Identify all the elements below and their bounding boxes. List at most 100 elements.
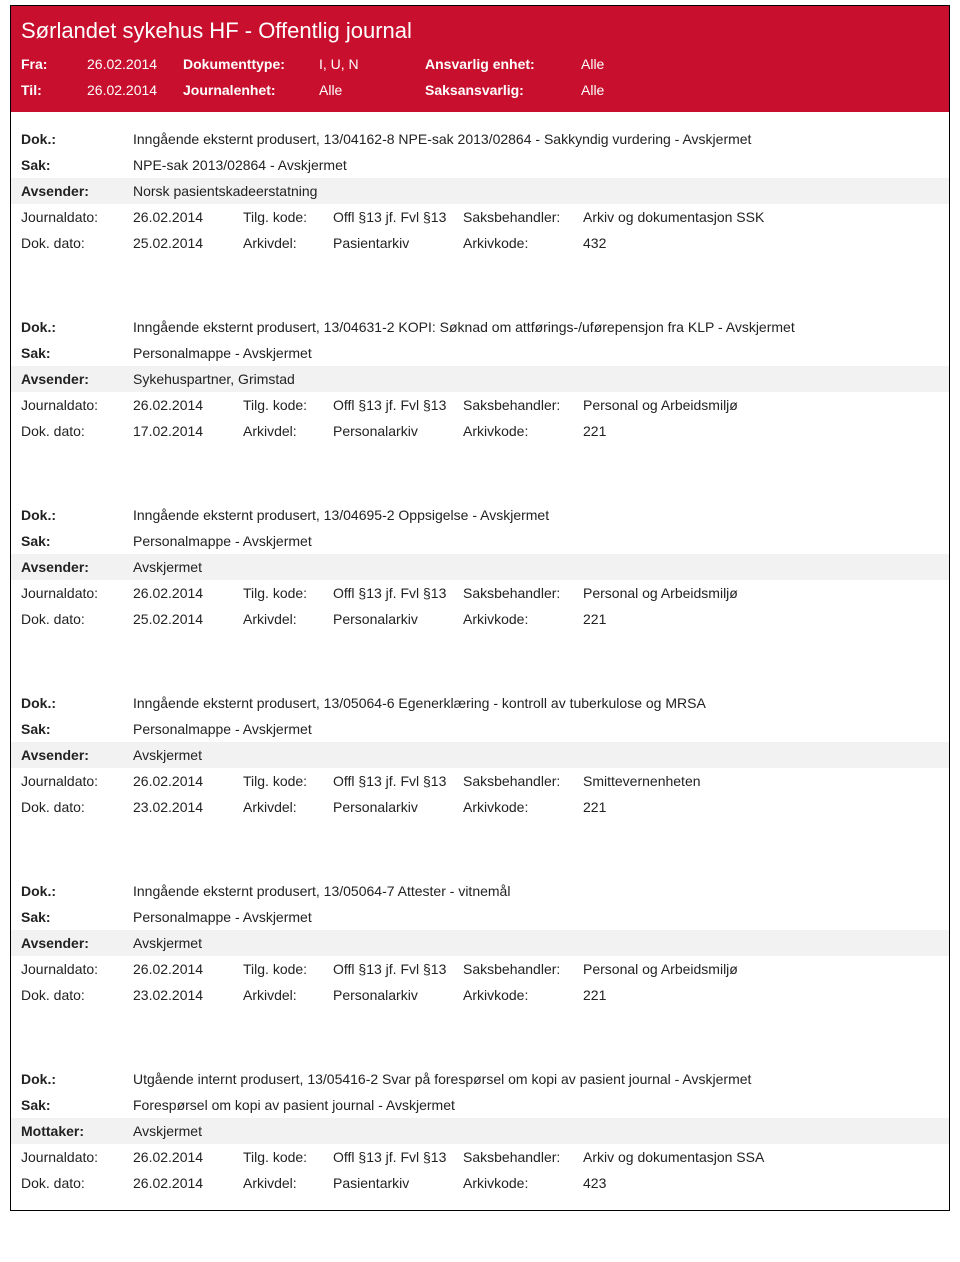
sak-row: Sak: NPE-sak 2013/02864 - Avskjermet: [11, 152, 949, 178]
sak-row: Sak: Personalmappe - Avskjermet: [11, 904, 949, 930]
dokdato-label: Dok. dato:: [21, 235, 133, 251]
fra-value: 26.02.2014: [87, 56, 177, 72]
sak-label: Sak:: [21, 157, 133, 173]
meta-row-1: Journaldato: 26.02.2014 Tilg. kode: Offl…: [11, 204, 949, 230]
saksbehandler-label: Saksbehandler:: [463, 773, 583, 789]
party-value: Avskjermet: [133, 935, 939, 951]
party-row: Mottaker: Avskjermet: [11, 1118, 949, 1144]
journaldato-value: 26.02.2014: [133, 209, 243, 225]
saksbehandler-value: Personal og Arbeidsmiljø: [583, 397, 939, 413]
tilgkode-value: Offl §13 jf. Fvl §13: [333, 1149, 463, 1165]
party-value: Avskjermet: [133, 1123, 939, 1139]
arkivkode-value: 221: [583, 799, 939, 815]
meta-row-2: Dok. dato: 25.02.2014 Arkivdel: Pasienta…: [11, 230, 949, 256]
saksbehandler-value: Arkiv og dokumentasjon SSA: [583, 1149, 939, 1165]
meta-row-2: Dok. dato: 23.02.2014 Arkivdel: Personal…: [11, 794, 949, 820]
journaldato-label: Journaldato:: [21, 585, 133, 601]
saksbehandler-value: Personal og Arbeidsmiljø: [583, 961, 939, 977]
tilgkode-value: Offl §13 jf. Fvl §13: [333, 209, 463, 225]
saksbehandler-label: Saksbehandler:: [463, 585, 583, 601]
sak-row: Sak: Personalmappe - Avskjermet: [11, 528, 949, 554]
tilgkode-value: Offl §13 jf. Fvl §13: [333, 585, 463, 601]
meta-row-2: Dok. dato: 17.02.2014 Arkivdel: Personal…: [11, 418, 949, 444]
dok-value: Inngående eksternt produsert, 13/04162-8…: [133, 131, 939, 147]
dok-value: Inngående eksternt produsert, 13/05064-7…: [133, 883, 939, 899]
dok-label: Dok.:: [21, 1071, 133, 1087]
arkivdel-value: Personalarkiv: [333, 987, 463, 1003]
dokdato-value: 26.02.2014: [133, 1175, 243, 1191]
arkivkode-value: 432: [583, 235, 939, 251]
arkivdel-label: Arkivdel:: [243, 1175, 333, 1191]
journaldato-value: 26.02.2014: [133, 397, 243, 413]
arkivkode-label: Arkivkode:: [463, 799, 583, 815]
sak-row: Sak: Personalmappe - Avskjermet: [11, 340, 949, 366]
sak-value: Forespørsel om kopi av pasient journal -…: [133, 1097, 939, 1113]
arkivdel-label: Arkivdel:: [243, 799, 333, 815]
header-filters: Fra: 26.02.2014 Dokumenttype: I, U, N An…: [11, 56, 949, 112]
party-label: Avsender:: [21, 183, 133, 199]
saksansvarlig-value: Alle: [581, 82, 781, 98]
dok-value: Inngående eksternt produsert, 13/05064-6…: [133, 695, 939, 711]
tilgkode-label: Tilg. kode:: [243, 397, 333, 413]
journaldato-label: Journaldato:: [21, 1149, 133, 1165]
journaldato-label: Journaldato:: [21, 209, 133, 225]
til-value: 26.02.2014: [87, 82, 177, 98]
sak-value: Personalmappe - Avskjermet: [133, 345, 939, 361]
arkivdel-value: Pasientarkiv: [333, 1175, 463, 1191]
arkivdel-label: Arkivdel:: [243, 235, 333, 251]
arkivdel-label: Arkivdel:: [243, 423, 333, 439]
saksbehandler-label: Saksbehandler:: [463, 1149, 583, 1165]
sak-label: Sak:: [21, 1097, 133, 1113]
journaldato-value: 26.02.2014: [133, 773, 243, 789]
journalenhet-label: Journalenhet:: [183, 82, 313, 98]
arkivkode-value: 221: [583, 987, 939, 1003]
sak-value: Personalmappe - Avskjermet: [133, 533, 939, 549]
journalenhet-value: Alle: [319, 82, 419, 98]
arkivkode-label: Arkivkode:: [463, 987, 583, 1003]
journaldato-label: Journaldato:: [21, 961, 133, 977]
arkivkode-label: Arkivkode:: [463, 1175, 583, 1191]
dok-row: Dok.: Inngående eksternt produsert, 13/0…: [11, 878, 949, 904]
journal-entry: Dok.: Inngående eksternt produsert, 13/0…: [11, 300, 949, 458]
tilgkode-label: Tilg. kode:: [243, 1149, 333, 1165]
sak-value: Personalmappe - Avskjermet: [133, 909, 939, 925]
arkivdel-value: Personalarkiv: [333, 611, 463, 627]
page-title: Sørlandet sykehus HF - Offentlig journal: [11, 6, 949, 56]
dok-label: Dok.:: [21, 883, 133, 899]
saksbehandler-value: Smittevernenheten: [583, 773, 939, 789]
meta-row-1: Journaldato: 26.02.2014 Tilg. kode: Offl…: [11, 392, 949, 418]
journal-entry: Dok.: Inngående eksternt produsert, 13/0…: [11, 676, 949, 834]
dok-label: Dok.:: [21, 507, 133, 523]
journaldato-value: 26.02.2014: [133, 585, 243, 601]
meta-row-1: Journaldato: 26.02.2014 Tilg. kode: Offl…: [11, 768, 949, 794]
arkivkode-label: Arkivkode:: [463, 611, 583, 627]
sak-label: Sak:: [21, 345, 133, 361]
dok-row: Dok.: Inngående eksternt produsert, 13/0…: [11, 690, 949, 716]
dokdato-label: Dok. dato:: [21, 611, 133, 627]
party-row: Avsender: Norsk pasientskadeerstatning: [11, 178, 949, 204]
arkivkode-label: Arkivkode:: [463, 423, 583, 439]
dokdato-label: Dok. dato:: [21, 423, 133, 439]
til-label: Til:: [21, 82, 81, 98]
doktype-label: Dokumenttype:: [183, 56, 313, 72]
dokdato-label: Dok. dato:: [21, 799, 133, 815]
saksbehandler-label: Saksbehandler:: [463, 397, 583, 413]
dok-row: Dok.: Inngående eksternt produsert, 13/0…: [11, 502, 949, 528]
arkivdel-label: Arkivdel:: [243, 987, 333, 1003]
dokdato-label: Dok. dato:: [21, 987, 133, 1003]
saksbehandler-value: Personal og Arbeidsmiljø: [583, 585, 939, 601]
journal-entry: Dok.: Inngående eksternt produsert, 13/0…: [11, 112, 949, 270]
journal-entry: Dok.: Inngående eksternt produsert, 13/0…: [11, 488, 949, 646]
dok-row: Dok.: Inngående eksternt produsert, 13/0…: [11, 126, 949, 152]
party-label: Avsender:: [21, 747, 133, 763]
party-row: Avsender: Avskjermet: [11, 930, 949, 956]
dokdato-value: 25.02.2014: [133, 611, 243, 627]
arkivdel-value: Personalarkiv: [333, 423, 463, 439]
saksansvarlig-label: Saksansvarlig:: [425, 82, 575, 98]
journal-entry: Dok.: Utgående internt produsert, 13/054…: [11, 1052, 949, 1210]
journaldato-value: 26.02.2014: [133, 961, 243, 977]
meta-row-1: Journaldato: 26.02.2014 Tilg. kode: Offl…: [11, 580, 949, 606]
dok-label: Dok.:: [21, 695, 133, 711]
tilgkode-value: Offl §13 jf. Fvl §13: [333, 961, 463, 977]
party-value: Norsk pasientskadeerstatning: [133, 183, 939, 199]
